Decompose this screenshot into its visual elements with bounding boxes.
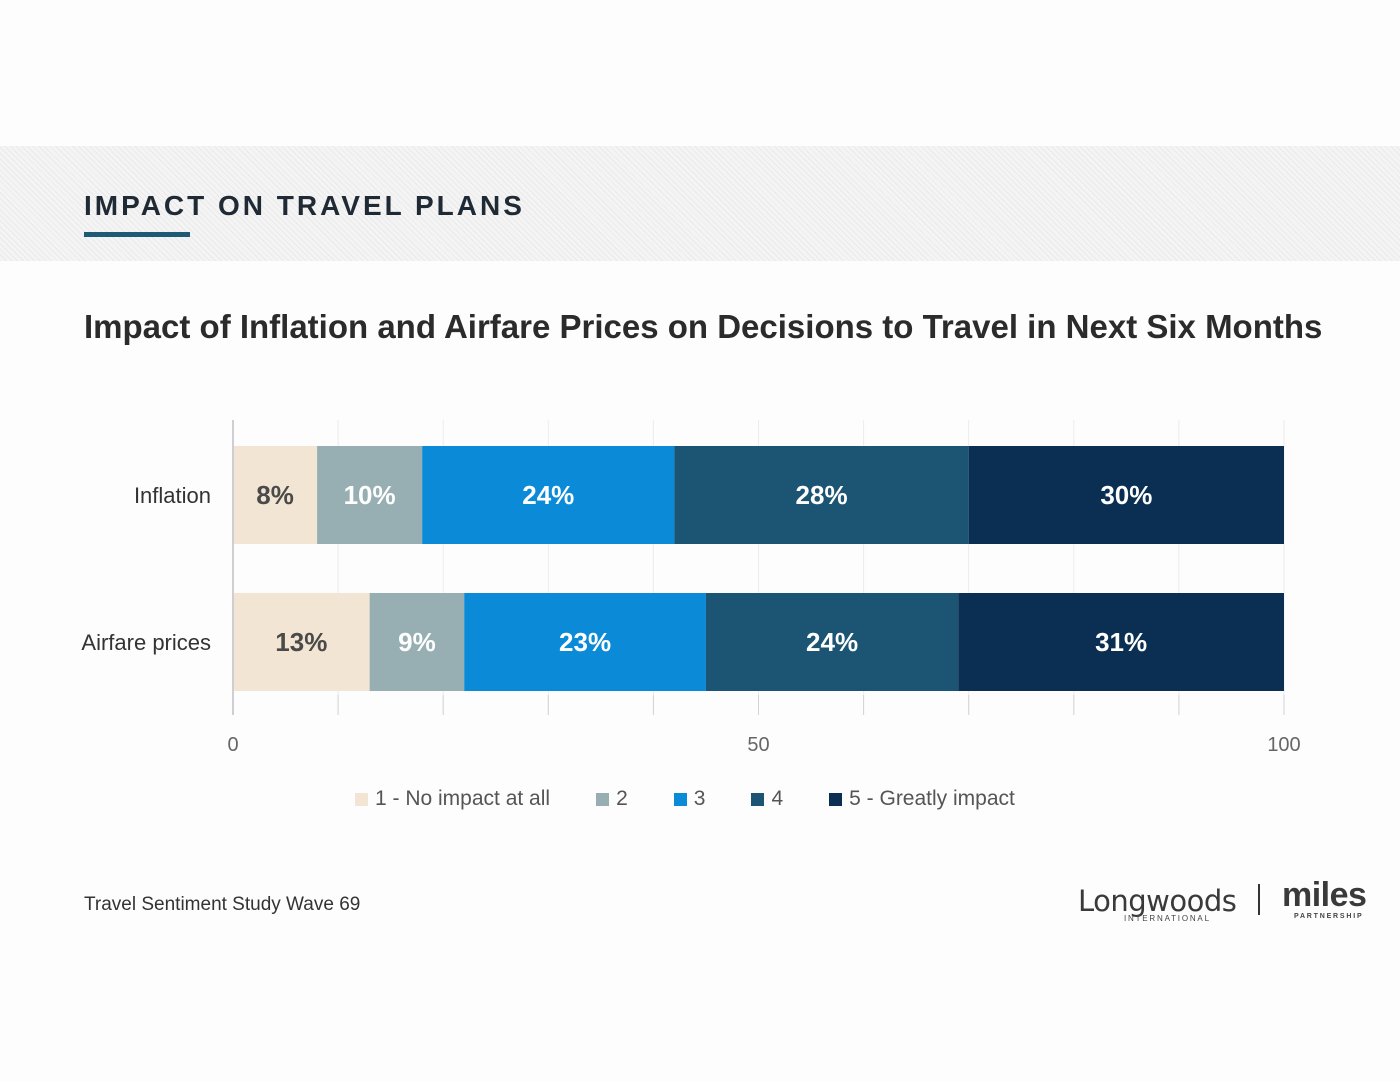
x-tick-label: 50 xyxy=(747,734,769,756)
legend-swatch xyxy=(829,792,843,806)
section-title-underline xyxy=(84,232,190,237)
legend-label: 2 xyxy=(616,787,628,810)
miles-wordmark: miles xyxy=(1282,876,1367,914)
legend-swatch xyxy=(673,792,687,806)
x-tick-label: 100 xyxy=(1267,734,1300,756)
data-label: 8% xyxy=(256,480,294,510)
chart-legend: 1 - No impact at all 2 3 4 5 - Greatly impac… xyxy=(355,784,1015,814)
data-label: 23% xyxy=(559,627,611,657)
legend-label: 1 - No impact at all xyxy=(375,787,551,810)
data-label: 24% xyxy=(522,480,574,510)
bar-segment xyxy=(958,593,1284,691)
miles-logo: miles PARTNERSHIP xyxy=(1282,876,1378,924)
bar-segment xyxy=(705,593,959,691)
bar-segment xyxy=(233,593,370,691)
chart-title: Impact of Inflation and Airfare Prices o… xyxy=(84,308,1323,345)
bar-segment xyxy=(369,593,465,691)
bar-segment xyxy=(674,446,969,544)
data-label: 30% xyxy=(1100,480,1152,510)
legend-item: 3 xyxy=(673,787,706,811)
data-label: 28% xyxy=(796,480,848,510)
legend-swatch xyxy=(596,792,610,806)
category-label: Airfare prices xyxy=(81,630,211,655)
legend-swatch xyxy=(355,792,368,806)
bar-segment xyxy=(968,446,1284,544)
legend-item: 4 xyxy=(751,787,783,811)
legend-label: 5 - Greatly impact xyxy=(849,787,1015,810)
section-title: IMPACT ON TRAVEL PLANS xyxy=(84,190,525,221)
footer-source: Travel Sentiment Study Wave 69 xyxy=(84,894,361,915)
legend-label: 3 xyxy=(693,787,706,810)
longwoods-logo: Longwoods INTERNATIONAL xyxy=(1078,884,1240,928)
legend-label: 4 xyxy=(771,787,784,810)
data-label: 24% xyxy=(806,627,858,657)
stacked-bar-chart: 8% 10% 24% 28% 30% Inflation 13% 9% 23% 24% 31% Air… xyxy=(81,420,1301,756)
miles-subtitle: PARTNERSHIP xyxy=(1294,913,1364,920)
header-band xyxy=(0,146,1400,261)
data-label: 13% xyxy=(275,627,327,657)
x-tick-label: 0 xyxy=(227,734,238,756)
longwoods-wordmark: Longwoods xyxy=(1078,884,1237,918)
legend-item: 2 xyxy=(596,787,628,811)
bar-segment xyxy=(422,446,675,544)
bar-segment xyxy=(317,446,423,544)
logo-divider xyxy=(1258,884,1260,915)
bar-segment xyxy=(233,446,318,544)
data-label: 9% xyxy=(398,627,436,657)
data-label: 10% xyxy=(344,480,396,510)
legend-item: 5 - Greatly impact xyxy=(829,787,1015,811)
legend-item: 1 - No impact at all xyxy=(355,787,550,811)
data-label: 31% xyxy=(1095,627,1147,657)
bar-segment xyxy=(464,593,706,691)
legend-swatch xyxy=(751,792,765,806)
category-label: Inflation xyxy=(134,483,211,508)
longwoods-subtitle: INTERNATIONAL xyxy=(1124,914,1211,923)
